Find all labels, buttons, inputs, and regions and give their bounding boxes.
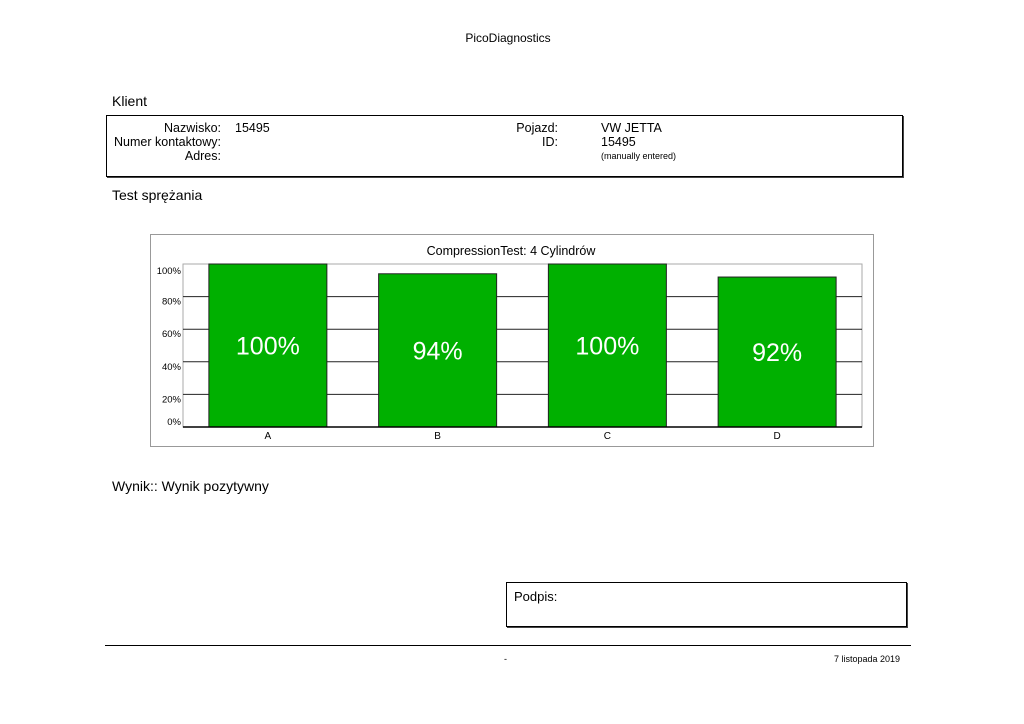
signature-label: Podpis: <box>514 589 558 604</box>
footer-center: - <box>504 654 507 664</box>
bar-D <box>717 276 837 428</box>
x-tick-label: D <box>774 431 781 442</box>
y-tick-label: 80% <box>162 297 182 308</box>
y-tick-label: 0% <box>167 417 181 428</box>
y-tick-label: 60% <box>162 329 182 340</box>
bar-B <box>378 273 498 428</box>
x-tick-label: A <box>265 431 272 442</box>
address-label: Adres: <box>184 149 221 163</box>
chart-frame <box>150 234 874 447</box>
surname-value: 15495 <box>235 121 270 135</box>
bar-C <box>547 263 667 428</box>
bar-value-label: 100% <box>236 333 300 361</box>
footer-date: 7 listopada 2019 <box>834 654 901 664</box>
signature-box: Podpis: <box>506 582 907 627</box>
bar-value-label: 94% <box>413 337 463 365</box>
footer-divider <box>105 645 911 646</box>
bar-value-label: 100% <box>575 333 639 361</box>
chart-title: CompressionTest: 4 Cylindrów <box>426 244 596 258</box>
bar-A <box>208 263 328 428</box>
result-text: Wynik:: Wynik pozytywny <box>112 478 269 494</box>
id-value: 15495 <box>601 135 636 149</box>
report-title: PicoDiagnostics <box>465 31 551 45</box>
contact-label: Numer kontaktowy: <box>114 135 221 149</box>
id-note: (manually entered) <box>601 151 677 161</box>
surname-label: Nazwisko: <box>164 121 221 135</box>
y-tick-label: 20% <box>162 394 182 405</box>
x-tick-label: B <box>434 431 441 442</box>
id-label: ID: <box>542 135 558 149</box>
vehicle-label: Pojazd: <box>516 121 558 135</box>
client-section-title: Klient <box>112 93 148 109</box>
client-info-box: Nazwisko: 15495 Numer kontaktowy: Adres:… <box>106 115 903 177</box>
test-section-title: Test sprężania <box>112 187 203 203</box>
y-tick-label: 40% <box>162 362 182 373</box>
x-tick-label: C <box>604 431 611 442</box>
y-tick-label: 100% <box>157 266 182 277</box>
bar-value-label: 92% <box>752 339 802 367</box>
vehicle-value: VW JETTA <box>601 121 662 135</box>
